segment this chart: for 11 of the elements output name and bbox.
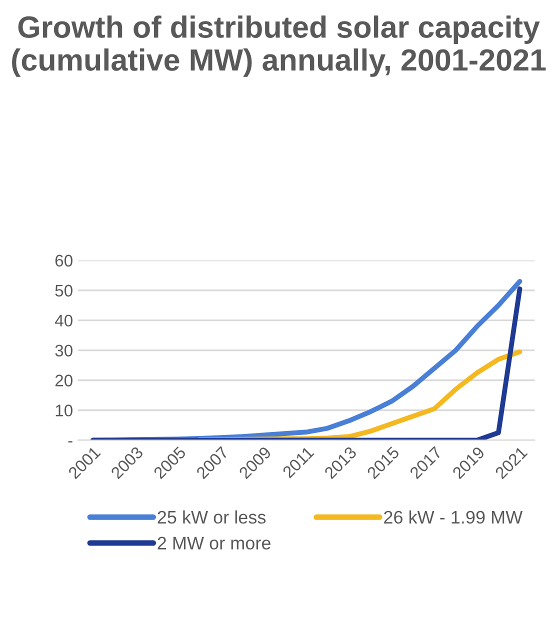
y-tick-label: 10 [56,404,72,416]
y-tick-label: 40 [54,314,72,327]
y-tick-label: - [68,441,72,442]
y-tick-label: 20 [55,374,72,386]
legend-label: 2 MW or more [158,536,270,550]
y-tick-label: 50 [55,284,72,297]
legend-label: 25 kW or less [158,510,266,524]
legend-label: 26 kW - 1.99 MW [384,510,523,524]
y-tick-label: 30 [55,344,72,357]
chart-title: Growth of distributed solar capacity (cumulative MW) annually, 2001-2021 [12,16,546,77]
y-tick-label: 60 [55,254,72,267]
